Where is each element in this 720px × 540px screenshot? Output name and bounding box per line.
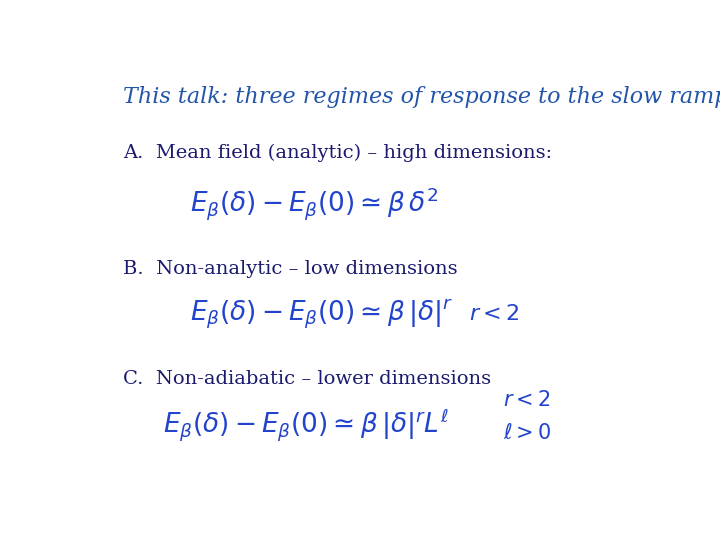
Text: $r < 2$: $r < 2$ (469, 303, 520, 325)
Text: A.  Mean field (analytic) – high dimensions:: A. Mean field (analytic) – high dimensio… (124, 144, 553, 162)
Text: $\ell > 0$: $\ell > 0$ (503, 423, 552, 443)
Text: $r < 2$: $r < 2$ (503, 389, 550, 409)
Text: $E_{\beta}(\delta) - E_{\beta}(0) \simeq \beta\, \delta^{2}$: $E_{\beta}(\delta) - E_{\beta}(0) \simeq… (190, 186, 438, 222)
Text: This talk: three regimes of response to the slow ramp:: This talk: three regimes of response to … (124, 85, 720, 107)
Text: $E_{\beta}(\delta) - E_{\beta}(0) \simeq \beta\,|\delta|^{r} L^{\ell}$: $E_{\beta}(\delta) - E_{\beta}(0) \simeq… (163, 406, 449, 443)
Text: C.  Non-adiabatic – lower dimensions: C. Non-adiabatic – lower dimensions (124, 370, 492, 388)
Text: B.  Non-analytic – low dimensions: B. Non-analytic – low dimensions (124, 260, 458, 278)
Text: $E_{\beta}(\delta) - E_{\beta}(0) \simeq \beta\,|\delta|^{r}$: $E_{\beta}(\delta) - E_{\beta}(0) \simeq… (190, 298, 454, 331)
